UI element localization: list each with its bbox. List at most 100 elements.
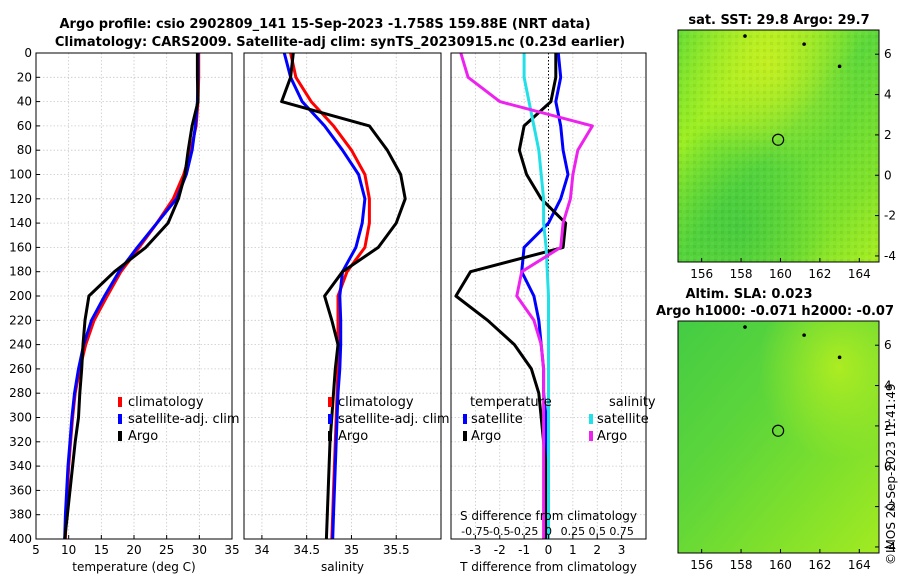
- legend-satellite-swatch: [118, 414, 122, 424]
- x-tick-label: 35: [224, 543, 239, 557]
- y-tick-label: 60: [17, 119, 32, 133]
- legend-argo-swatch: [118, 431, 122, 441]
- x-tick-label: 20: [126, 543, 141, 557]
- salinity-legend: climatology satellite-adj. clim Argo: [328, 395, 450, 444]
- x-axis-label: T difference from climatology: [459, 560, 637, 574]
- map-y-tick-label: 6: [884, 338, 892, 352]
- x-tick-label: 1: [569, 543, 577, 557]
- map-y-tick-label: 4: [884, 379, 892, 393]
- island-marker: [743, 325, 747, 329]
- sla-map-title-1: Altim. SLA: 0.023: [686, 287, 813, 302]
- top-tick-label: -0.5: [489, 525, 510, 538]
- y-tick-label: 120: [9, 192, 32, 206]
- map-y-tick-label: 0: [884, 168, 892, 182]
- top-tick-label: 0.5: [589, 525, 607, 538]
- map-y-tick-label: -4: [884, 540, 896, 554]
- x-axis-label: temperature (deg C): [72, 560, 195, 574]
- x-tick-label: -3: [469, 543, 481, 557]
- sla-map-title-2: Argo h1000: -0.071 h2000: -0.07: [656, 304, 894, 319]
- map-y-tick-label: 2: [884, 419, 892, 433]
- x-tick-label: 25: [159, 543, 174, 557]
- legend-sal-satellite-swatch: [589, 414, 593, 424]
- legend-sal-satellite-label: satellite: [597, 412, 649, 427]
- island-marker: [802, 333, 806, 337]
- legend-climatology-swatch: [328, 397, 332, 407]
- map-x-tick-label: 156: [690, 267, 713, 281]
- y-tick-label: 340: [9, 459, 32, 473]
- legend-salinity-header: salinity: [609, 395, 656, 410]
- y-tick-label: 220: [9, 313, 32, 327]
- legend-temp-satellite-swatch: [463, 414, 467, 424]
- top-tick-label: 0.75: [609, 525, 634, 538]
- sla-map-high-patch: [678, 321, 879, 553]
- y-tick-label: 200: [9, 289, 32, 303]
- x-axis-label: salinity: [321, 560, 364, 574]
- legend-temp-argo-label: Argo: [471, 429, 501, 444]
- x-tick-label: -1: [518, 543, 530, 557]
- map-y-tick-label: 6: [884, 47, 892, 61]
- top-tick-label: -0.75: [461, 525, 489, 538]
- temperature-legend: climatology satellite-adj. clim Argo: [118, 395, 240, 444]
- legend-climatology-label: climatology: [338, 395, 414, 410]
- map-x-tick-label: 158: [730, 267, 753, 281]
- y-tick-label: 140: [9, 216, 32, 230]
- legend-satellite-swatch: [328, 414, 332, 424]
- y-tick-label: 0: [24, 46, 32, 60]
- y-tick-label: 100: [9, 168, 32, 182]
- y-tick-label: 360: [9, 483, 32, 497]
- axes-frame: [243, 52, 442, 540]
- argo-location-marker: [772, 424, 785, 437]
- series-line-salinity-argo: [459, 53, 594, 539]
- y-tick-label: 80: [17, 143, 32, 157]
- legend-satellite-label: satellite-adj. clim: [338, 412, 450, 427]
- series-line-argo: [280, 53, 407, 539]
- legend-temperature-header: temperature: [470, 395, 552, 410]
- legend-climatology-swatch: [118, 397, 122, 407]
- legend-climatology-label: climatology: [128, 395, 204, 410]
- y-tick-label: 400: [9, 532, 32, 546]
- legend-argo-swatch: [328, 431, 332, 441]
- difference-panel: -3 -2 -1 0 1 2 3 T difference from climatology S…: [450, 52, 647, 574]
- sst-map-title: sat. SST: 29.8 Argo: 29.7: [688, 13, 869, 28]
- y-tick-label: 300: [9, 411, 32, 425]
- y-tick-label: 160: [9, 240, 32, 254]
- x-tick-label: 34: [254, 543, 269, 557]
- x-tick-label: 0: [545, 543, 553, 557]
- legend-argo-label: Argo: [338, 429, 368, 444]
- series-line-satellite: [282, 53, 367, 539]
- legend-sal-argo-label: Argo: [597, 429, 627, 444]
- map-frame: [677, 29, 880, 263]
- top-axis-label: S difference from climatology: [460, 509, 637, 523]
- island-marker: [743, 34, 747, 38]
- y-tick-label: 380: [9, 508, 32, 522]
- x-tick-label: 5: [32, 543, 40, 557]
- series-line-satellite: [63, 53, 200, 539]
- x-tick-label: 3: [618, 543, 626, 557]
- map-y-tick-label: -2: [884, 500, 896, 514]
- x-tick-label: 10: [61, 543, 76, 557]
- top-tick-label: 0.25: [561, 525, 586, 538]
- title-line1: Argo profile: csio 2902809_141 15-Sep-20…: [59, 17, 590, 32]
- series-group: [63, 53, 201, 539]
- y-tick-label: 180: [9, 265, 32, 279]
- legend-argo-label: Argo: [128, 429, 158, 444]
- top-tick-label: -0.25: [510, 525, 538, 538]
- map-x-tick-label: 164: [848, 558, 871, 572]
- map-y-tick-label: 0: [884, 459, 892, 473]
- argo-location-marker: [772, 133, 785, 146]
- island-marker: [837, 64, 842, 69]
- map-x-tick-label: 156: [690, 558, 713, 572]
- sst-map-pixel-texture: [678, 30, 879, 262]
- series-group: [280, 53, 407, 539]
- map-x-tick-label: 160: [769, 558, 792, 572]
- sst-map-panel: 156 158 160 162 164 -4 -2 0 2 4 6: [677, 29, 896, 281]
- title-line2: Climatology: CARS2009. Satellite-adj cli…: [55, 35, 625, 50]
- island-marker: [802, 42, 806, 46]
- salinity-profile-panel: 34 34.5 35 35.5 salinity: [243, 52, 442, 574]
- map-x-tick-label: 162: [808, 558, 831, 572]
- legend-temp-argo-swatch: [463, 431, 467, 441]
- y-tick-label: 260: [9, 362, 32, 376]
- map-y-tick-label: 4: [884, 88, 892, 102]
- top-tick-label: 0: [545, 525, 552, 538]
